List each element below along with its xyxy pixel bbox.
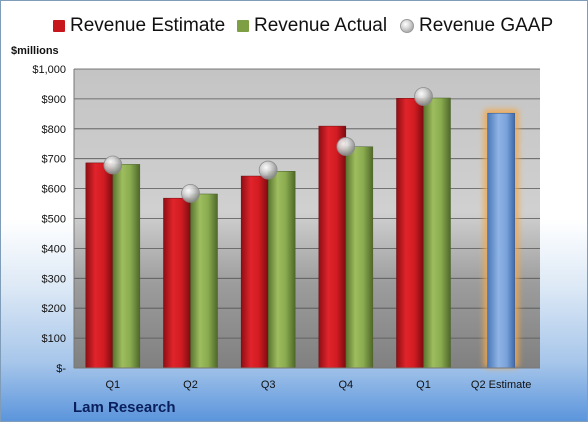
y-tick-label: $400 [42, 243, 66, 255]
bar-estimate [318, 125, 347, 369]
bar-actual [423, 97, 451, 369]
marker-gaap [181, 183, 200, 203]
legend-swatch-estimate [53, 20, 65, 32]
marker-gaap [336, 137, 356, 156]
company-name: Lam Research [73, 399, 176, 416]
x-tick-label: Q4 [338, 379, 353, 391]
marker-gaap [414, 87, 433, 106]
gaap-markers [103, 87, 433, 203]
legend-label-estimate: Revenue Estimate [70, 15, 226, 36]
legend-swatch-actual [237, 20, 249, 32]
bar-estimate [396, 98, 424, 369]
bar-estimate-forecast [487, 112, 515, 369]
y-tick-label: $600 [42, 184, 66, 196]
legend-marker-gaap [400, 19, 414, 33]
legend-item-estimate: Revenue Estimate [53, 15, 225, 37]
y-tick-label: $- [56, 363, 66, 375]
legend-label-gaap: Revenue GAAP [419, 15, 554, 36]
y-axis-tick-labels: $- $100 $200 $300 $400 $500 $600 $700 $800 $900 $1… [32, 64, 66, 375]
x-tick-label: Q1 [105, 379, 120, 391]
x-tick-label: Q2 Estimate [471, 379, 532, 391]
y-tick-label: $300 [42, 273, 66, 285]
bar-actual [345, 146, 374, 369]
bar-estimate [240, 175, 269, 369]
legend-item-actual: Revenue Actual [237, 15, 387, 37]
bar-actual [112, 164, 141, 369]
y-tick-label: $100 [42, 333, 66, 345]
y-tick-label: $800 [42, 124, 66, 136]
y-tick-label: $500 [42, 214, 66, 226]
y-axis-unit-label: $millions [11, 45, 59, 57]
y-tick-label: $700 [42, 154, 66, 166]
y-tick-label: $900 [42, 94, 66, 106]
x-tick-label: Q3 [261, 379, 276, 391]
x-tick-label: Q2 [183, 379, 198, 391]
gridlines [74, 68, 540, 339]
marker-gaap [103, 155, 123, 175]
bar-actual [190, 193, 218, 369]
x-tick-label: Q1 [416, 379, 431, 391]
x-axis-tick-labels: Q1 Q2 Q3 Q4 Q1 Q2 Estimate [105, 379, 531, 391]
bar-actual [267, 171, 296, 369]
marker-gaap [258, 160, 278, 180]
y-tick-label: $1,000 [32, 64, 66, 76]
bar-estimate [85, 162, 114, 369]
legend-item-gaap: Revenue GAAP [400, 15, 553, 37]
bars [85, 97, 519, 369]
bar-estimate [163, 197, 191, 369]
y-tick-label: $200 [42, 303, 66, 315]
legend: Revenue Estimate Revenue Actual Revenue … [1, 15, 587, 45]
legend-label-actual: Revenue Actual [254, 15, 388, 36]
